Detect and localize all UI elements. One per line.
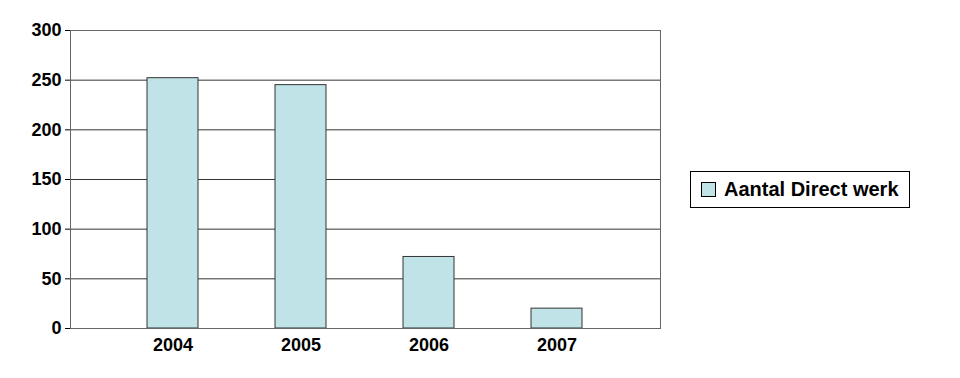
svg-text:250: 250 — [31, 70, 61, 90]
svg-text:150: 150 — [31, 169, 61, 189]
svg-text:300: 300 — [31, 20, 61, 40]
svg-text:50: 50 — [41, 269, 61, 289]
html-text:Aantal Direct werk: Aantal Direct werk — [724, 177, 899, 200]
svg-text:2007: 2007 — [537, 335, 577, 355]
svg-text:2006: 2006 — [409, 335, 449, 355]
svg-text:100: 100 — [31, 219, 61, 239]
svg-text:2004: 2004 — [153, 335, 193, 355]
svg-text:0: 0 — [51, 318, 61, 338]
svg-text:200: 200 — [31, 120, 61, 140]
svg-text:2005: 2005 — [281, 335, 321, 355]
